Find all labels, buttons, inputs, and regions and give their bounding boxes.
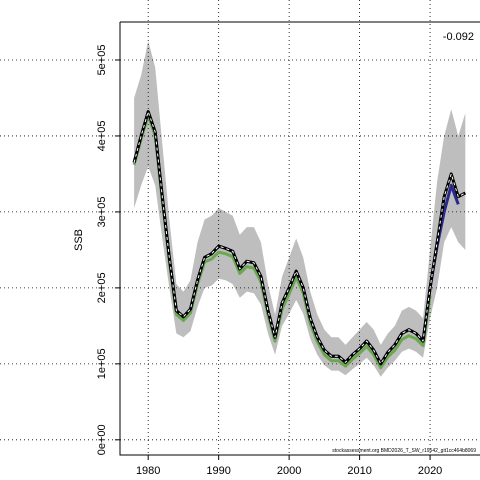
y-tick-label: 2e+05 <box>96 272 108 303</box>
plot-frame <box>119 21 480 456</box>
x-tick-label: 2020 <box>418 465 442 477</box>
y-tick-label: 4e+05 <box>96 120 108 151</box>
x-tick-label: 2000 <box>277 465 301 477</box>
y-tick-label: 0e+00 <box>96 424 108 455</box>
y-axis-label: SSB <box>73 229 85 251</box>
confidence-band <box>134 40 466 377</box>
y-tick-label: 1e+05 <box>96 348 108 379</box>
footnote: stockassessment.org BMD2026_T_SW_r19542_… <box>332 448 476 454</box>
y-tick-label: 3e+05 <box>96 196 108 227</box>
x-tick-label: 1990 <box>206 465 230 477</box>
y-tick-label: 5e+05 <box>96 45 108 76</box>
x-tick-label: 1980 <box>136 465 160 477</box>
series-line-dash <box>133 111 466 365</box>
x-tick-label: 2010 <box>347 465 371 477</box>
annotation: -0.092 <box>443 31 474 43</box>
